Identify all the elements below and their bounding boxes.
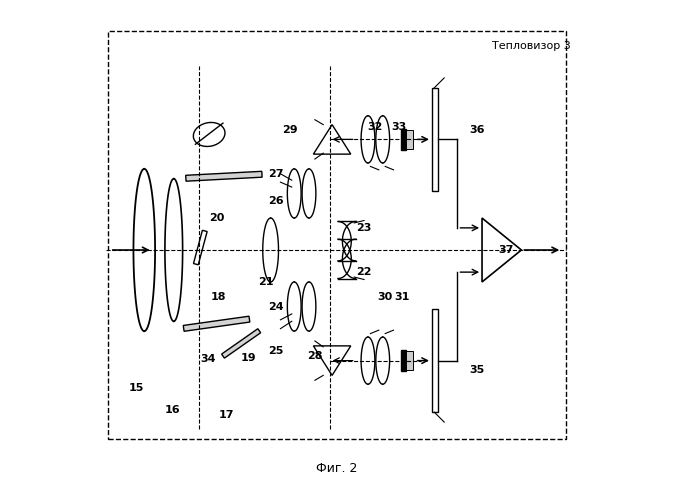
Text: 27: 27 — [268, 169, 283, 179]
Text: 36: 36 — [469, 124, 485, 134]
Text: 21: 21 — [258, 277, 274, 287]
Text: 31: 31 — [395, 292, 410, 302]
Text: 35: 35 — [470, 366, 485, 376]
Text: Тепловизор 3: Тепловизор 3 — [492, 41, 571, 51]
Text: 25: 25 — [268, 346, 283, 356]
Polygon shape — [401, 350, 406, 372]
Text: 24: 24 — [268, 302, 283, 312]
Polygon shape — [401, 128, 406, 150]
Polygon shape — [222, 328, 261, 358]
Text: 30: 30 — [377, 292, 393, 302]
Polygon shape — [432, 309, 438, 412]
Polygon shape — [432, 88, 438, 191]
Text: 17: 17 — [218, 410, 234, 420]
Text: 28: 28 — [307, 350, 323, 360]
Text: 34: 34 — [200, 354, 216, 364]
Text: 19: 19 — [241, 353, 256, 363]
Text: Фиг. 2: Фиг. 2 — [316, 462, 358, 475]
Text: 18: 18 — [210, 292, 226, 302]
Text: 37: 37 — [498, 245, 514, 255]
Polygon shape — [406, 351, 413, 370]
Text: 29: 29 — [282, 124, 298, 134]
Polygon shape — [186, 172, 262, 181]
Text: 20: 20 — [209, 213, 224, 223]
Polygon shape — [183, 316, 250, 332]
Text: 22: 22 — [357, 267, 372, 277]
Text: 15: 15 — [129, 382, 144, 392]
Polygon shape — [193, 230, 207, 265]
Text: 33: 33 — [391, 122, 406, 132]
Text: 16: 16 — [164, 405, 180, 415]
Text: 23: 23 — [357, 223, 372, 233]
Polygon shape — [406, 130, 413, 149]
Text: 26: 26 — [268, 196, 283, 206]
Text: 32: 32 — [367, 122, 383, 132]
